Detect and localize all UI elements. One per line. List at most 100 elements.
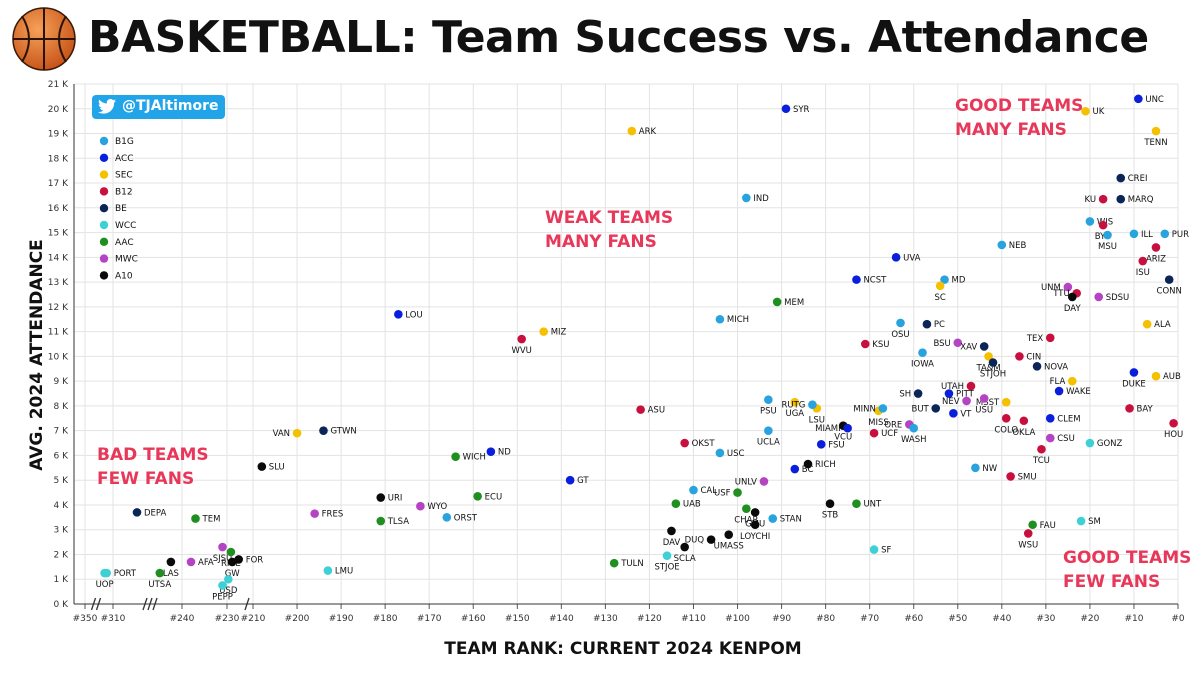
y-tick-label: 1 K bbox=[54, 575, 70, 585]
point-label-csu: CSU bbox=[1057, 434, 1075, 444]
legend-marker-b12 bbox=[99, 187, 109, 196]
point-label-colo: COLO bbox=[994, 425, 1018, 435]
point-miami bbox=[843, 423, 852, 433]
data-points: UNCSYRUKARKTENNCREIKUMARQINDWISBYUMSUILL… bbox=[96, 94, 1189, 602]
point-cal bbox=[689, 485, 698, 495]
y-tick-label: 0 K bbox=[54, 600, 70, 610]
point-minn bbox=[878, 404, 888, 413]
point-label-slu: SLU bbox=[269, 463, 285, 473]
point-label-port: PORT bbox=[114, 569, 137, 579]
point-depa bbox=[132, 508, 142, 517]
point-label-day: DAY bbox=[1064, 304, 1082, 314]
point-label-gt: GT bbox=[577, 476, 589, 486]
point-sm bbox=[1076, 516, 1086, 526]
point-label-nw: NW bbox=[982, 464, 997, 474]
point-label-unc: UNC bbox=[1145, 95, 1164, 105]
point-usc bbox=[715, 448, 725, 458]
point-label-usu: USU bbox=[975, 405, 993, 415]
point-label-fla: FLA bbox=[1050, 377, 1066, 387]
point-label-ucla: UCLA bbox=[757, 438, 780, 448]
point-uab bbox=[671, 499, 681, 509]
point-label-pur: PUR bbox=[1172, 230, 1189, 240]
point-label-sc: SC bbox=[934, 293, 945, 303]
point-afa bbox=[186, 557, 196, 567]
point-label-rich: RICH bbox=[815, 460, 836, 470]
point-label-clem: CLEM bbox=[1057, 414, 1080, 424]
point-gmu bbox=[750, 508, 760, 517]
y-tick-label: 18 K bbox=[48, 154, 69, 164]
point-label-mem: MEM bbox=[784, 298, 804, 308]
legend-label-mwc: MWC bbox=[115, 255, 138, 265]
point-label-usd: USD bbox=[219, 586, 238, 596]
legend-marker-sec bbox=[99, 170, 109, 179]
point-unm bbox=[1063, 282, 1073, 292]
point-xav bbox=[979, 342, 989, 351]
point-label-fsu: FSU bbox=[828, 440, 844, 450]
axis-layer: 0 K 1 K 2 K 3 K 4 K 5 K 6 K 7 K 8 K 9 K 10 K 11 K 12… bbox=[48, 80, 1185, 624]
point-label-tcu: TCU bbox=[1032, 456, 1050, 466]
point-label-uop: UOP bbox=[96, 580, 114, 590]
point-nova bbox=[1032, 361, 1042, 371]
point-label-tam: TA&M bbox=[975, 363, 1000, 373]
zone-annotations: GOOD TEAMS MANY FANS WEAK TEAMS MANY FAN… bbox=[97, 96, 1191, 592]
point-umass bbox=[724, 530, 734, 539]
point-label-nev: NEV bbox=[942, 397, 960, 407]
point-dav bbox=[667, 526, 676, 536]
point-for bbox=[234, 555, 243, 564]
y-tick-label: 9 K bbox=[54, 377, 70, 387]
point-label-loychi: LOYCHI bbox=[740, 532, 770, 542]
point-label-utah: UTAH bbox=[941, 382, 964, 392]
x-tick-label: #140 bbox=[549, 614, 574, 624]
point-iowa bbox=[918, 348, 927, 357]
zone-good-few-line1: GOOD TEAMS bbox=[1063, 548, 1191, 568]
point-tlsa bbox=[376, 516, 386, 526]
point-label-miami: MIAMI bbox=[815, 424, 841, 434]
point-day bbox=[1067, 292, 1077, 302]
point-label-wash: WASH bbox=[901, 435, 927, 445]
zone-good-many-line1: GOOD TEAMS bbox=[955, 96, 1083, 116]
point-clem bbox=[1045, 413, 1055, 423]
point-label-asu: ASU bbox=[648, 406, 665, 416]
point-label-uri: URI bbox=[388, 494, 403, 504]
legend-label-a10: A10 bbox=[115, 271, 133, 281]
point-mich bbox=[715, 314, 725, 324]
x-tick-label: #240 bbox=[170, 614, 195, 624]
legend-label-b1g: B1G bbox=[115, 137, 134, 147]
point-marq bbox=[1116, 194, 1126, 204]
point-gonz bbox=[1085, 438, 1095, 448]
point-wash bbox=[909, 423, 919, 433]
point-label-orst: ORST bbox=[454, 513, 478, 523]
y-tick-label: 19 K bbox=[48, 130, 69, 140]
point-cin bbox=[1015, 352, 1024, 361]
point-label-sjsu: SJSU bbox=[213, 554, 233, 564]
point-orst bbox=[442, 513, 452, 522]
point-label-rutg: RUTG bbox=[781, 401, 805, 411]
point-label-ala: ALA bbox=[1154, 320, 1171, 330]
point-label-gtwn: GTWN bbox=[330, 427, 356, 437]
point-lmu bbox=[323, 566, 333, 575]
x-tick-label: #130 bbox=[593, 614, 618, 624]
legend: B1G ACC SEC B12 BE WCC AAC MWC A10 bbox=[99, 136, 138, 281]
point-tcu bbox=[1037, 444, 1046, 454]
point-label-iowa: IOWA bbox=[911, 360, 934, 370]
x-tick-label: #310 bbox=[101, 614, 126, 624]
page-title: BASKETBALL: Team Success vs. Attendance bbox=[88, 12, 1149, 63]
x-tick-label: #350 bbox=[73, 614, 98, 624]
point-wake bbox=[1054, 386, 1064, 396]
point-bay bbox=[1125, 404, 1134, 413]
point-ucla bbox=[764, 426, 773, 435]
point-uva bbox=[891, 253, 901, 262]
point-tam bbox=[984, 352, 993, 361]
point-label-sh: SH bbox=[899, 390, 911, 400]
twitter-badge[interactable]: @TJAltimore bbox=[92, 95, 225, 119]
point-crei bbox=[1116, 173, 1126, 183]
point-label-ksu: KSU bbox=[872, 340, 889, 350]
point-label-duke: DUKE bbox=[1122, 379, 1146, 389]
x-tick-label: #0 bbox=[1171, 614, 1185, 624]
point-label-ttu: TTU bbox=[1052, 289, 1069, 299]
x-tick-label: #200 bbox=[285, 614, 310, 624]
point-mem bbox=[772, 297, 782, 307]
point-unc bbox=[1134, 94, 1143, 104]
y-tick-label: 12 K bbox=[48, 303, 69, 313]
zone-bad-few-line1: BAD TEAMS bbox=[97, 445, 209, 465]
